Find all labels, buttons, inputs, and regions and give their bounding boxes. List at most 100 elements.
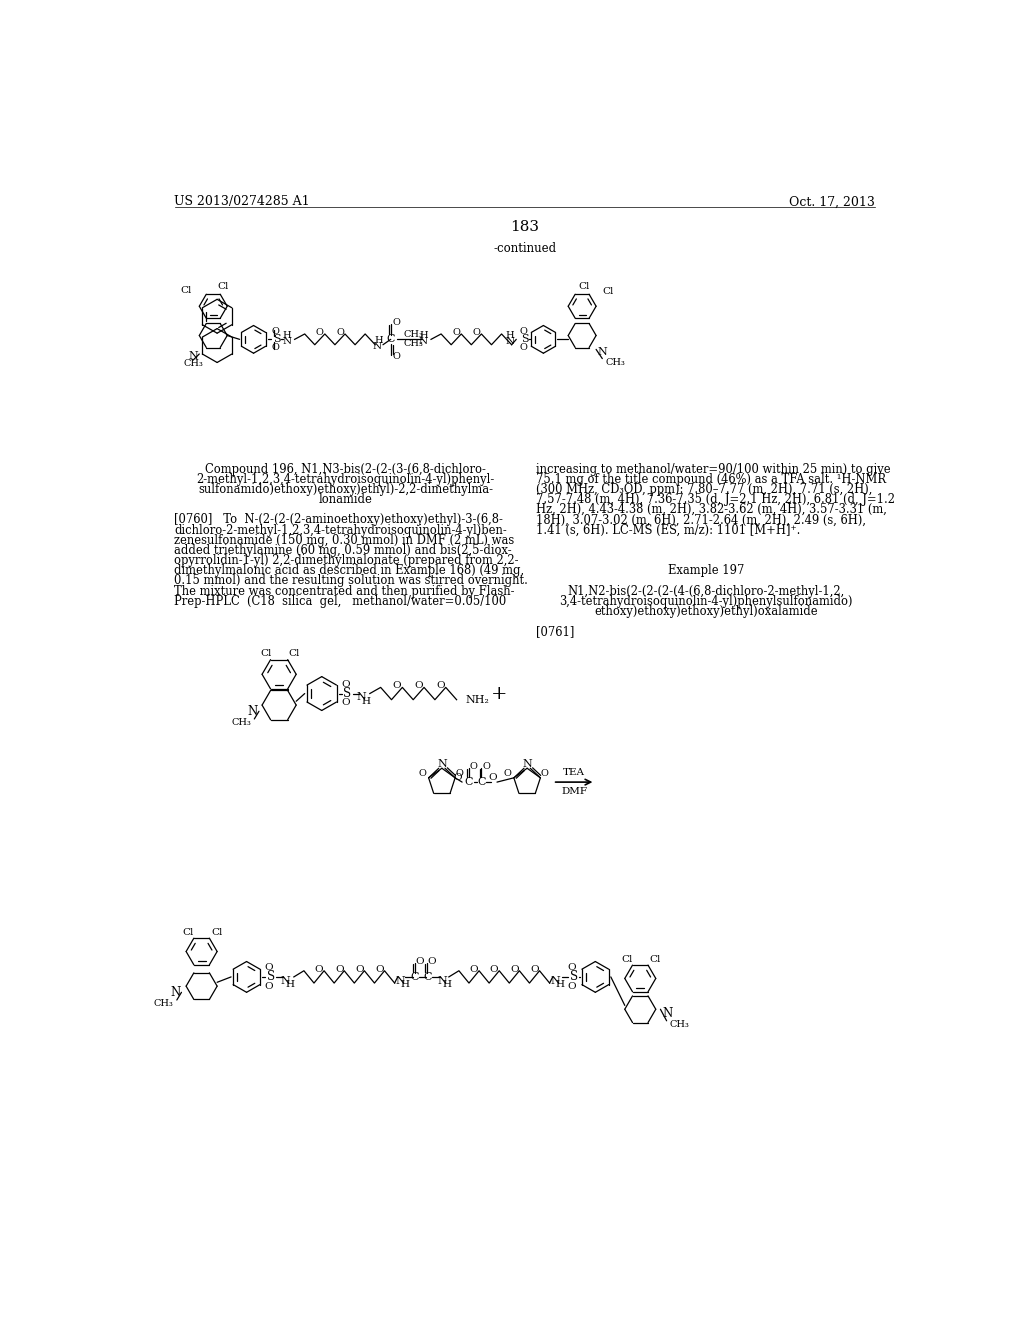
Text: O: O <box>392 352 400 360</box>
Text: The mixture was concentrated and then purified by Flash-: The mixture was concentrated and then pu… <box>174 585 515 598</box>
Text: 75.1 mg of the title compound (46%) as a TFA salt. ¹H-NMR: 75.1 mg of the title compound (46%) as a… <box>537 473 887 486</box>
Text: O: O <box>415 681 423 690</box>
Text: O: O <box>455 770 463 779</box>
Text: CH₃: CH₃ <box>605 358 626 367</box>
Text: H: H <box>361 697 371 706</box>
Text: O: O <box>541 770 548 779</box>
Text: S: S <box>266 970 274 983</box>
Text: Cl: Cl <box>180 286 191 294</box>
Text: CH₃: CH₃ <box>670 1020 689 1030</box>
Text: Cl: Cl <box>649 954 660 964</box>
Text: H: H <box>555 981 564 989</box>
Text: added triethylamine (60 mg, 0.59 mmol) and bis(2,5-diox-: added triethylamine (60 mg, 0.59 mmol) a… <box>174 544 512 557</box>
Text: H: H <box>419 331 428 341</box>
Text: O: O <box>392 681 401 690</box>
Text: O: O <box>415 957 424 966</box>
Text: NH₂: NH₂ <box>466 694 489 705</box>
Text: lonamide: lonamide <box>318 494 373 506</box>
Text: S: S <box>521 334 528 345</box>
Text: O: O <box>271 343 280 351</box>
Text: 7.57-7.48 (m, 4H), 7.36-7.35 (d, J=2.1 Hz, 2H), 6.81 (d, J=1.2: 7.57-7.48 (m, 4H), 7.36-7.35 (d, J=2.1 H… <box>537 494 895 506</box>
Text: CH₃: CH₃ <box>231 718 251 727</box>
Text: 0.15 mmol) and the resulting solution was stirred overnight.: 0.15 mmol) and the resulting solution wa… <box>174 574 528 587</box>
Text: DMF: DMF <box>561 787 587 796</box>
Text: (300 MHz, CD₃OD, ppm): 7.80–7.77 (m, 2H), 7.71 (s, 2H),: (300 MHz, CD₃OD, ppm): 7.80–7.77 (m, 2H)… <box>537 483 872 496</box>
Text: N: N <box>170 986 180 999</box>
Text: O: O <box>519 343 527 351</box>
Text: O: O <box>530 965 539 974</box>
Text: O: O <box>510 965 518 974</box>
Text: S: S <box>273 334 281 345</box>
Text: Cl: Cl <box>217 282 228 292</box>
Text: O: O <box>427 957 436 966</box>
Text: H: H <box>286 981 295 989</box>
Text: H: H <box>400 981 410 989</box>
Text: O: O <box>265 982 273 990</box>
Text: N: N <box>506 337 515 346</box>
Text: N: N <box>356 693 367 702</box>
Text: C: C <box>477 777 485 787</box>
Text: Cl: Cl <box>211 928 222 937</box>
Text: N: N <box>597 347 607 356</box>
Text: O: O <box>392 318 400 327</box>
Text: N: N <box>283 337 292 346</box>
Text: C: C <box>423 972 431 982</box>
Text: O: O <box>453 327 460 337</box>
Text: O: O <box>341 680 350 689</box>
Text: C: C <box>411 972 419 982</box>
Text: 183: 183 <box>510 220 540 234</box>
Text: C: C <box>465 777 473 787</box>
Text: O: O <box>482 762 490 771</box>
Text: Cl: Cl <box>579 281 590 290</box>
Text: O: O <box>419 770 426 779</box>
Text: Oct. 17, 2013: Oct. 17, 2013 <box>790 195 876 209</box>
Text: ethoxy)ethoxy)ethoxy)ethyl)oxalamide: ethoxy)ethoxy)ethoxy)ethyl)oxalamide <box>594 605 817 618</box>
Text: H: H <box>374 335 383 345</box>
Text: O: O <box>470 965 478 974</box>
Text: CH₃: CH₃ <box>403 330 423 339</box>
Text: O: O <box>454 774 462 781</box>
Text: 1.41 (s, 6H). LC-MS (ES, m/z): 1101 [M+H]⁺.: 1.41 (s, 6H). LC-MS (ES, m/z): 1101 [M+H… <box>537 524 801 536</box>
Text: C: C <box>386 334 395 345</box>
Text: [0760]   To  N-(2-(2-(2-aminoethoxy)ethoxy)ethyl)-3-(6,8-: [0760] To N-(2-(2-(2-aminoethoxy)ethoxy)… <box>174 513 504 527</box>
Text: O: O <box>315 327 324 337</box>
Text: O: O <box>335 965 343 974</box>
Text: O: O <box>567 982 577 990</box>
Text: O: O <box>472 327 480 337</box>
Text: O: O <box>355 965 364 974</box>
Text: O: O <box>470 762 477 771</box>
Text: sulfonamido)ethoxy)ethoxy)ethyl)-2,2-dimethylma-: sulfonamido)ethoxy)ethoxy)ethyl)-2,2-dim… <box>199 483 494 496</box>
Text: Prep-HPLC  (C18  silica  gel,   methanol/water=0.05/100: Prep-HPLC (C18 silica gel, methanol/wate… <box>174 595 507 607</box>
Text: Cl: Cl <box>260 649 271 657</box>
Text: N: N <box>663 1007 673 1019</box>
Text: N: N <box>550 975 560 986</box>
Text: N: N <box>437 759 446 768</box>
Text: Example 197: Example 197 <box>668 564 744 577</box>
Text: N: N <box>248 705 258 718</box>
Text: Cl: Cl <box>602 288 613 297</box>
Text: H: H <box>283 331 291 341</box>
Text: Compound 196, N1,N3-bis(2-(2-(3-(6,8-dichloro-: Compound 196, N1,N3-bis(2-(2-(3-(6,8-dic… <box>206 462 486 475</box>
Text: O: O <box>519 327 527 337</box>
Text: O: O <box>489 965 499 974</box>
Text: N: N <box>188 351 198 360</box>
Text: N: N <box>419 337 428 346</box>
Text: Cl: Cl <box>622 954 633 964</box>
Text: O: O <box>488 774 497 781</box>
Text: O: O <box>375 965 384 974</box>
Text: CH₃: CH₃ <box>154 999 174 1008</box>
Text: zenesulfonamide (150 mg, 0.30 mmol) in DMF (2 mL) was: zenesulfonamide (150 mg, 0.30 mmol) in D… <box>174 533 515 546</box>
Text: 3,4-tetrahydroisoquinolin-4-yl)phenylsulfonamido): 3,4-tetrahydroisoquinolin-4-yl)phenylsul… <box>559 595 853 607</box>
Text: Hz, 2H), 4.43-4.38 (m, 2H), 3.82-3.62 (m, 4H), 3.57-3.31 (m,: Hz, 2H), 4.43-4.38 (m, 2H), 3.82-3.62 (m… <box>537 503 888 516</box>
Text: O: O <box>504 770 512 779</box>
Text: N: N <box>522 759 532 768</box>
Text: N: N <box>437 975 446 986</box>
Text: S: S <box>569 970 578 983</box>
Text: N: N <box>281 975 290 986</box>
Text: O: O <box>567 964 577 972</box>
Text: S: S <box>343 686 351 700</box>
Text: Cl: Cl <box>289 649 300 657</box>
Text: O: O <box>265 964 273 972</box>
Text: O: O <box>336 327 344 337</box>
Text: O: O <box>271 327 280 337</box>
